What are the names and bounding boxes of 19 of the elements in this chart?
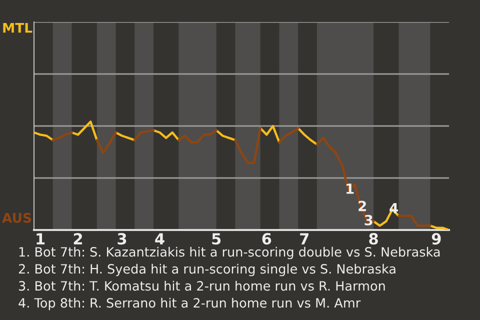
text: 1. Bot 7th: S. Kazantziakis hit a run-scoring double vs S. Nebraska	[19, 246, 440, 260]
x-tick-label: 5	[212, 233, 221, 245]
x-tick-label: 2	[74, 233, 82, 244]
annotation: 4	[390, 203, 398, 214]
x-tick-label: 6	[262, 233, 272, 245]
text: 3. Bot 7th: T. Komatsu hit a 2-run home run vs R. Harmon	[18, 280, 385, 291]
text: 4. Top 8th: R. Serrano hit a 2-run home run vs M. Amr	[18, 298, 361, 310]
x-tick-label: 7	[300, 233, 308, 244]
x-tick-label: 4	[155, 233, 164, 244]
annotation: 1	[346, 184, 354, 194]
annotation: 2	[358, 200, 366, 212]
text: AUS	[2, 212, 32, 223]
x-tick-label: 9	[432, 233, 441, 245]
x-tick-label: 3	[118, 233, 126, 245]
annotation: 3	[364, 214, 372, 226]
text: MTL	[3, 23, 32, 33]
text: 2. Bot 7th: H. Syeda hit a run-scoring single vs S. Nebraska	[18, 264, 396, 276]
x-tick-label: 1	[36, 233, 45, 244]
x-tick-label: 8	[369, 233, 378, 245]
